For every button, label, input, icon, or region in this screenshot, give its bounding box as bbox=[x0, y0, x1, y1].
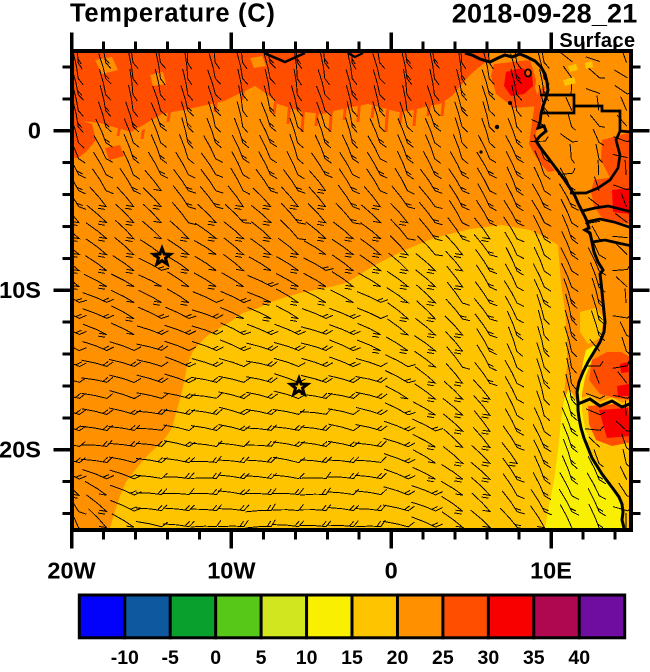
svg-text:0: 0 bbox=[28, 117, 41, 143]
svg-text:15: 15 bbox=[341, 647, 363, 667]
svg-text:20: 20 bbox=[387, 647, 409, 667]
svg-text:20S: 20S bbox=[0, 436, 41, 462]
svg-text:10W: 10W bbox=[207, 558, 256, 584]
svg-text:Surface: Surface bbox=[559, 30, 635, 52]
svg-text:2018-09-28_21: 2018-09-28_21 bbox=[452, 0, 638, 29]
svg-text:10S: 10S bbox=[0, 277, 41, 303]
svg-text:Temperature (C): Temperature (C) bbox=[70, 0, 276, 28]
svg-text:0: 0 bbox=[210, 647, 221, 667]
svg-text:25: 25 bbox=[432, 647, 454, 667]
svg-text:35: 35 bbox=[523, 647, 545, 667]
svg-text:10: 10 bbox=[296, 647, 318, 667]
svg-text:10E: 10E bbox=[530, 558, 572, 584]
svg-text:5: 5 bbox=[256, 647, 267, 667]
svg-text:0: 0 bbox=[385, 558, 398, 584]
svg-text:-10: -10 bbox=[111, 647, 139, 667]
svg-text:40: 40 bbox=[568, 647, 590, 667]
svg-text:-5: -5 bbox=[162, 647, 179, 667]
svg-text:20W: 20W bbox=[47, 558, 96, 584]
svg-text:30: 30 bbox=[478, 647, 500, 667]
